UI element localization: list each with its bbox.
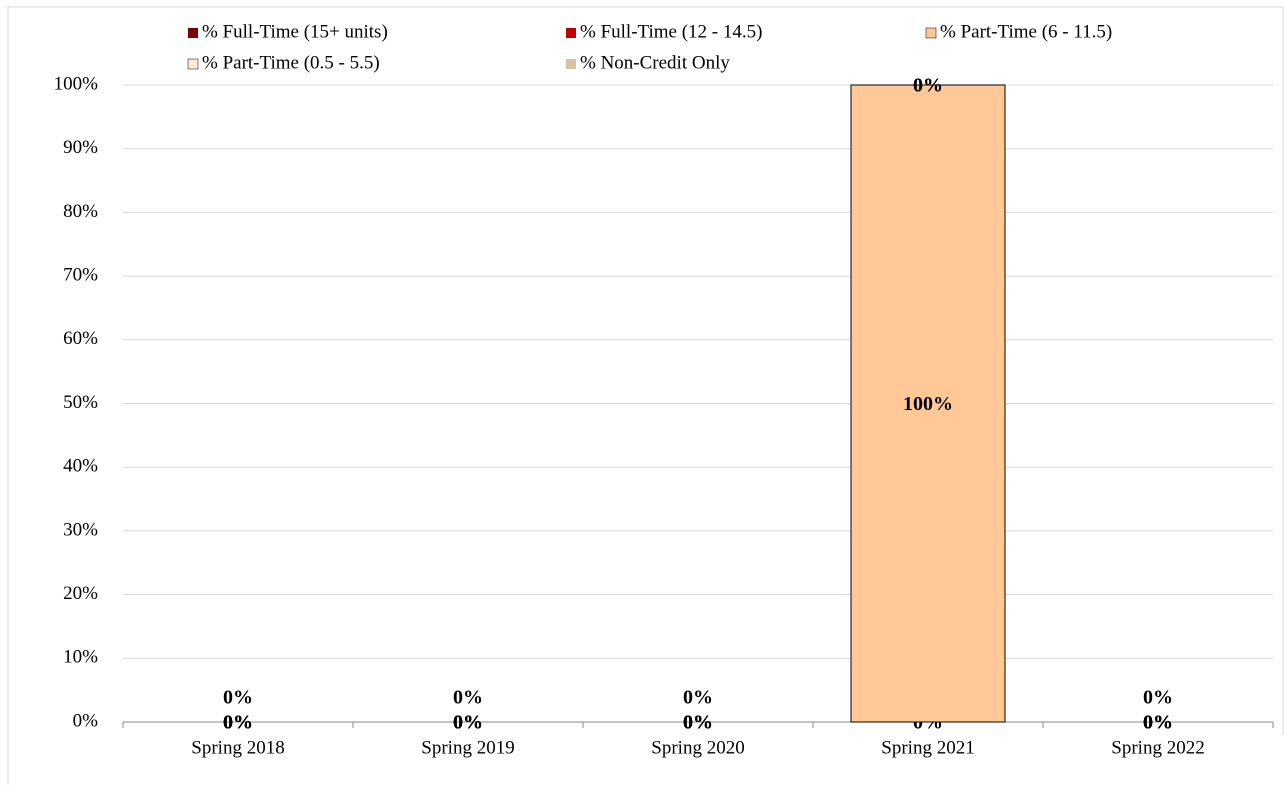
y-tick-label: 100% (54, 73, 99, 94)
y-tick-label: 70% (63, 264, 98, 285)
legend-swatch (187, 58, 199, 70)
value-label: 0% (913, 75, 943, 97)
bar-segment (850, 84, 1006, 723)
value-label: 0% (223, 712, 253, 734)
value-label: 0% (453, 712, 483, 734)
value-label: 0% (453, 687, 483, 709)
y-tick-label: 0% (73, 710, 99, 731)
y-tick-label: 60% (63, 328, 98, 349)
legend-swatch (566, 59, 576, 69)
legend-swatch (925, 27, 937, 39)
value-label: 0% (223, 712, 253, 734)
value-label: 0% (223, 712, 253, 734)
legend-label: % Part-Time (6 - 11.5) (940, 21, 1112, 42)
legend-label: % Non-Credit Only (580, 52, 730, 73)
y-tick-label: 80% (63, 201, 98, 222)
x-tick-label: Spring 2018 (191, 737, 284, 758)
value-label: 0% (1143, 687, 1173, 709)
legend-label: % Full-Time (15+ units) (202, 21, 388, 42)
legend-swatch (566, 28, 576, 38)
y-tick-label: 50% (63, 392, 98, 413)
value-label: 0% (223, 712, 253, 734)
value-label: 0% (453, 712, 483, 734)
x-tick-label: Spring 2019 (421, 737, 514, 758)
y-tick-label: 30% (63, 519, 98, 540)
legend-swatch (188, 28, 198, 38)
legend-label: % Part-Time (0.5 - 5.5) (202, 52, 380, 73)
chart-border (7, 6, 1284, 785)
value-label: 0% (683, 712, 713, 734)
x-tick-label: Spring 2021 (881, 737, 974, 758)
y-tick-label: 20% (63, 583, 98, 604)
y-tick-label: 90% (63, 137, 98, 158)
value-label: 100% (903, 393, 953, 415)
value-label: 0% (1143, 712, 1173, 734)
value-label: 0% (1143, 712, 1173, 734)
value-label: 0% (683, 712, 713, 734)
value-label: 0% (683, 687, 713, 709)
value-label: 0% (683, 712, 713, 734)
value-label: 0% (913, 75, 943, 97)
value-label: 0% (1143, 712, 1173, 734)
x-tick-label: Spring 2020 (651, 737, 744, 758)
y-tick-label: 10% (63, 647, 98, 668)
value-label: 0% (223, 687, 253, 709)
value-label: 0% (683, 712, 713, 734)
legend-label: % Full-Time (12 - 14.5) (580, 21, 762, 42)
y-tick-label: 40% (63, 456, 98, 477)
x-tick-label: Spring 2022 (1111, 737, 1204, 758)
value-label: 0% (1143, 712, 1173, 734)
value-label: 0% (453, 712, 483, 734)
value-label: 0% (453, 712, 483, 734)
